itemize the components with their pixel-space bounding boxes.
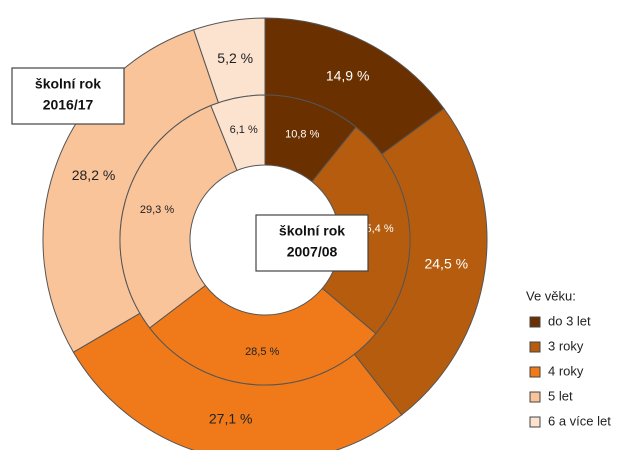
annotation-box: [11, 67, 125, 125]
legend-swatch: [529, 316, 541, 328]
legend-swatch: [529, 391, 541, 403]
annotation-text: školní rok: [35, 76, 101, 92]
data-label: 5,2 %: [217, 50, 253, 66]
annotation-text: školní rok: [279, 223, 345, 239]
donut-segment: [210, 94, 266, 172]
legend-label: do 3 let: [548, 313, 591, 328]
legend-label: 4 roky: [548, 363, 584, 378]
donut-segment: [148, 284, 377, 386]
annotation-box: [255, 214, 369, 272]
data-label: 27,1 %: [209, 410, 253, 426]
data-label: 28,5 %: [245, 346, 279, 358]
data-label: 14,9 %: [326, 67, 370, 83]
legend-label: 3 roky: [548, 338, 584, 353]
donut-segment: [119, 104, 238, 329]
data-label: 10,8 %: [285, 128, 319, 140]
data-label: 6,1 %: [230, 124, 258, 136]
legend-title: Ve věku:: [526, 288, 576, 303]
annotation-text: 2007/08: [287, 244, 338, 260]
data-label: 24,5 %: [424, 256, 468, 272]
legend-label: 5 let: [548, 388, 573, 403]
annotation-text: 2016/17: [43, 97, 94, 113]
legend-swatch: [529, 366, 541, 378]
legend-label: 6 a více let: [548, 413, 611, 428]
legend-swatch: [529, 341, 541, 353]
data-label: 29,3 %: [140, 204, 174, 216]
data-label: 28,2 %: [72, 167, 116, 183]
legend-swatch: [529, 416, 541, 428]
